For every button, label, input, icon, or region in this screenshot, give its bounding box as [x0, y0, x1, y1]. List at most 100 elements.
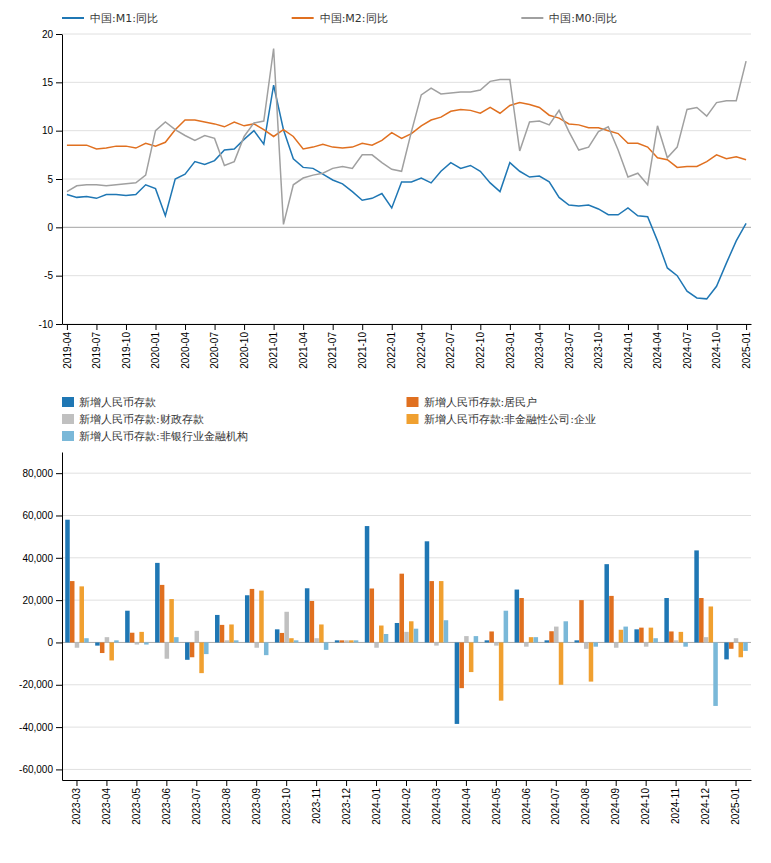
tick-mark [196, 780, 197, 786]
zero-line [62, 227, 751, 228]
grid-line [62, 179, 751, 180]
bar [125, 611, 130, 643]
legend-item: 新增人民币存款 [62, 396, 156, 409]
x-tick: 2024-10 [711, 324, 722, 369]
tick-label: 80,000 [22, 468, 53, 479]
x-tick: 2023-06 [161, 780, 172, 825]
x-tick: 2019-10 [121, 324, 132, 369]
bar [515, 590, 520, 643]
plot-area: -60,000-40,000-20,000020,00040,00060,000… [19, 453, 751, 825]
bar [593, 642, 598, 646]
x-tick: 2023-07 [564, 324, 575, 369]
tick-label: 2023-10 [281, 788, 292, 825]
y-tick: -20,000 [19, 679, 62, 690]
tick-mark [56, 600, 62, 601]
bar [559, 642, 564, 684]
x-tick: 2024-11 [670, 780, 681, 824]
x-tick: 2024-04 [652, 324, 663, 369]
bar [79, 586, 84, 642]
tick-mark [56, 515, 62, 516]
bar [75, 642, 80, 647]
tick-mark [598, 324, 599, 330]
tick-label: 2023-01 [505, 332, 516, 369]
bar [195, 631, 200, 643]
grid-line [62, 130, 751, 131]
bar [204, 642, 209, 654]
tick-mark [256, 780, 257, 786]
tick-label: 2021-07 [327, 332, 338, 369]
legend-item: 中国:M1:同比 [62, 12, 158, 25]
tick-label: 2023-07 [564, 332, 575, 369]
x-tick: 2024-05 [491, 780, 502, 825]
bar [669, 631, 674, 642]
grid-line [62, 684, 751, 685]
y-tick: -60,000 [19, 764, 62, 775]
bar [65, 520, 70, 643]
tick-mark [406, 780, 407, 786]
tick-mark [226, 780, 227, 786]
x-tick: 2020-04 [180, 324, 191, 369]
legend-label: 中国:M0:同比 [549, 12, 617, 25]
tick-label: 2020-04 [180, 332, 191, 369]
bar [653, 638, 658, 642]
bar [584, 642, 589, 648]
bar [644, 642, 649, 646]
y-tick: 20 [42, 29, 62, 40]
tick-mark [215, 324, 216, 330]
tick-label: 2023-05 [131, 788, 142, 825]
tick-mark [717, 324, 718, 330]
tick-label: 2023-09 [251, 788, 262, 825]
bar [314, 638, 319, 642]
x-tick: 2023-07 [191, 780, 202, 825]
tick-label: 5 [47, 174, 53, 185]
x-tick: 2021-07 [327, 324, 338, 369]
tick-label: 2023-12 [341, 788, 352, 825]
tick-mark [56, 179, 62, 180]
legend-label: 新增人民币存款:非银行业金融机构 [79, 430, 248, 443]
bar [335, 640, 340, 642]
y-tick: 40,000 [22, 553, 62, 564]
x-tick: 2022-07 [445, 324, 456, 369]
tick-label: -5 [44, 270, 53, 281]
tick-label: 40,000 [22, 553, 53, 564]
x-tick: 2023-03 [71, 780, 82, 825]
bar [130, 633, 135, 643]
bar [519, 598, 524, 642]
bar [70, 581, 75, 642]
chart-root: -10-5051015202019-042019-072019-102020-0… [0, 0, 771, 863]
bar [554, 627, 559, 643]
tick-label: 2024-04 [652, 332, 663, 369]
bar [545, 640, 550, 642]
bar [459, 642, 464, 688]
tick-label: 2022-01 [386, 332, 397, 369]
tick-label: 2024-03 [431, 788, 442, 825]
bar [165, 642, 170, 658]
tick-label: 2019-04 [62, 332, 73, 369]
bar [370, 588, 375, 642]
bar [694, 550, 699, 642]
grid-line [62, 227, 751, 228]
tick-label: 2024-06 [521, 788, 532, 825]
legend-swatch [292, 17, 314, 19]
tick-mark [56, 324, 62, 325]
bar [704, 637, 709, 642]
tick-label: 10 [42, 125, 54, 136]
x-tick: 2024-10 [640, 780, 651, 825]
x-tick: 2023-12 [341, 780, 352, 825]
bar-series [65, 520, 729, 724]
y-tick: 5 [47, 174, 62, 185]
bar [534, 637, 539, 642]
tick-label: -20,000 [19, 679, 53, 690]
x-tick: 2020-10 [239, 324, 250, 369]
grid-line [62, 82, 751, 83]
tick-label: 2022-10 [475, 332, 486, 369]
tick-label: 2024-07 [682, 332, 693, 369]
tick-mark [466, 780, 467, 786]
tick-label: 2022-04 [416, 332, 427, 369]
bar-series [75, 612, 739, 659]
tick-label: 2024-07 [550, 788, 561, 825]
bar [245, 595, 250, 642]
tick-label: 2025-01 [741, 332, 752, 369]
bar [185, 642, 190, 659]
legend-item: 新增人民币存款:居民户 [407, 396, 538, 409]
